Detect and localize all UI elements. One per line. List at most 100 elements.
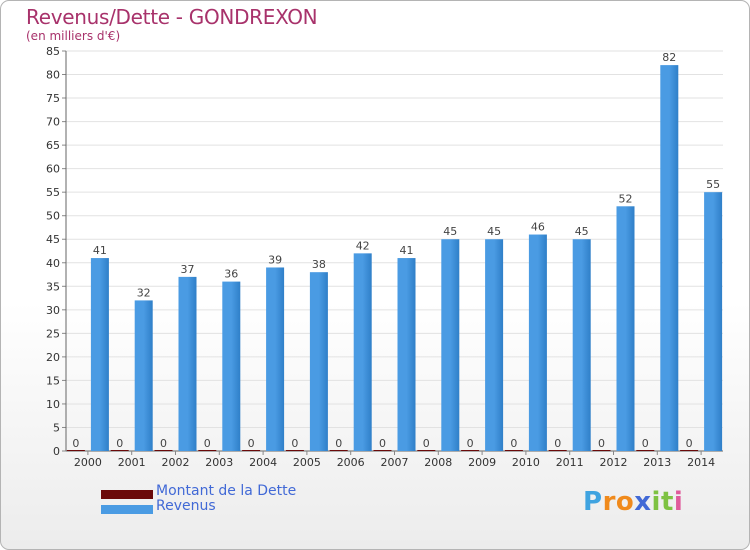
bar-revenus — [616, 206, 635, 451]
data-label-revenus: 38 — [312, 258, 326, 271]
bar-dette — [285, 450, 304, 451]
bar-dette — [373, 450, 392, 451]
logo-letter: x — [634, 487, 652, 517]
y-tick-label: 75 — [46, 92, 60, 105]
data-label-dette: 0 — [642, 437, 649, 450]
data-label-dette: 0 — [467, 437, 474, 450]
data-label-dette: 0 — [598, 437, 605, 450]
y-tick-label: 65 — [46, 139, 60, 152]
data-label-revenus: 82 — [662, 51, 676, 64]
x-tick-label: 2014 — [687, 456, 715, 469]
x-tick-label: 2011 — [556, 456, 584, 469]
bar-revenus — [441, 239, 460, 451]
data-label-revenus: 41 — [93, 244, 107, 257]
bar-revenus — [134, 300, 153, 451]
data-label-dette: 0 — [379, 437, 386, 450]
bar-dette — [636, 450, 655, 451]
data-label-dette: 0 — [204, 437, 211, 450]
bar-revenus — [397, 258, 416, 451]
logo-letter: i — [673, 487, 684, 517]
y-tick-label: 80 — [46, 69, 60, 82]
bar-dette — [461, 450, 480, 451]
bar-dette — [329, 450, 348, 451]
bar-dette — [198, 450, 217, 451]
bar-revenus — [266, 267, 285, 451]
y-tick-label: 50 — [46, 210, 60, 223]
x-tick-label: 2012 — [600, 456, 628, 469]
data-label-dette: 0 — [248, 437, 255, 450]
y-tick-label: 35 — [46, 280, 60, 293]
data-label-revenus: 52 — [619, 192, 633, 205]
x-tick-label: 2006 — [337, 456, 365, 469]
bar-revenus — [485, 239, 504, 451]
y-tick-label: 55 — [46, 186, 60, 199]
y-tick-label: 20 — [46, 351, 60, 364]
bar-dette — [680, 450, 699, 451]
legend-swatch-revenus — [101, 505, 153, 514]
x-tick-label: 2010 — [512, 456, 540, 469]
bar-revenus — [178, 276, 197, 451]
y-tick-label: 40 — [46, 257, 60, 270]
y-tick-label: 60 — [46, 163, 60, 176]
legend-swatch-dette — [101, 490, 153, 499]
logo-letter: r — [602, 487, 616, 517]
logo-letter: t — [660, 487, 674, 517]
chart-title: Revenus/Dette - GONDREXON — [26, 5, 318, 29]
y-tick-label: 0 — [53, 445, 60, 458]
y-tick-label: 5 — [53, 421, 60, 434]
bar-dette — [66, 450, 85, 451]
legend-label-revenus: Revenus — [156, 498, 216, 514]
legend-label-dette: Montant de la Dette — [156, 483, 297, 499]
data-label-revenus: 36 — [224, 268, 238, 281]
x-tick-label: 2009 — [468, 456, 496, 469]
bar-dette — [110, 450, 129, 451]
bar-dette — [548, 450, 567, 451]
chart-subtitle: (en milliers d'€) — [26, 29, 121, 43]
proxiti-logo: Proxiti — [583, 487, 683, 517]
bar-revenus — [309, 272, 328, 451]
bar-revenus — [90, 258, 109, 451]
bar-revenus — [660, 65, 679, 451]
data-label-dette: 0 — [686, 437, 693, 450]
bar-dette — [242, 450, 261, 451]
x-tick-label: 2008 — [424, 456, 452, 469]
bar-dette — [592, 450, 611, 451]
data-label-revenus: 42 — [356, 239, 370, 252]
data-label-dette: 0 — [160, 437, 167, 450]
bar-dette — [504, 450, 523, 451]
data-label-dette: 0 — [116, 437, 123, 450]
x-tick-label: 2004 — [249, 456, 277, 469]
data-label-revenus: 39 — [268, 253, 282, 266]
x-tick-label: 2005 — [293, 456, 321, 469]
bar-dette — [417, 450, 436, 451]
data-label-dette: 0 — [72, 437, 79, 450]
data-label-dette: 0 — [510, 437, 517, 450]
y-tick-label: 10 — [46, 398, 60, 411]
data-label-revenus: 46 — [531, 221, 545, 234]
x-tick-label: 2000 — [74, 456, 102, 469]
data-label-dette: 0 — [335, 437, 342, 450]
x-tick-label: 2003 — [205, 456, 233, 469]
data-label-revenus: 41 — [400, 244, 414, 257]
y-tick-label: 70 — [46, 116, 60, 129]
x-tick-label: 2002 — [162, 456, 190, 469]
bar-revenus — [353, 253, 372, 451]
data-label-dette: 0 — [554, 437, 561, 450]
bar-revenus — [222, 281, 241, 451]
logo-letter: P — [583, 487, 603, 517]
bar-revenus — [704, 192, 723, 452]
y-tick-label: 45 — [46, 233, 60, 246]
x-tick-label: 2001 — [118, 456, 146, 469]
x-tick-label: 2013 — [643, 456, 671, 469]
logo-letter: o — [615, 487, 635, 517]
x-tick-label: 2007 — [381, 456, 409, 469]
y-tick-label: 85 — [46, 45, 60, 58]
data-label-revenus: 45 — [443, 225, 457, 238]
data-label-revenus: 37 — [181, 263, 195, 276]
data-label-revenus: 45 — [575, 225, 589, 238]
y-tick-label: 15 — [46, 374, 60, 387]
bar-revenus — [572, 239, 591, 451]
y-tick-label: 25 — [46, 327, 60, 340]
